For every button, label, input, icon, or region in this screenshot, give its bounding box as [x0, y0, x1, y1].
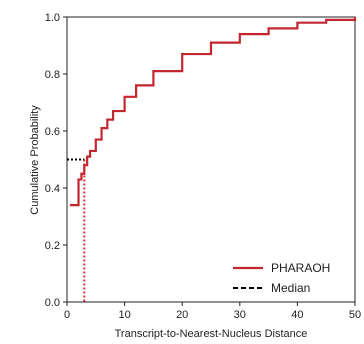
legend: PHARAOH Median — [233, 261, 330, 295]
x-axis-title: Transcript-to-Nearest-Nucleus Distance — [115, 328, 308, 340]
y-tick-label-1: 0.2 — [45, 240, 60, 252]
x-tick-label-2: 20 — [176, 309, 188, 321]
y-tick-label-3: 0.6 — [45, 126, 60, 138]
cdf-line-pharaoh — [69, 17, 357, 207]
x-tick-label-5: 50 — [349, 309, 361, 321]
legend-label-median: Median — [271, 281, 310, 295]
y-tick-label-0: 0.0 — [45, 297, 60, 309]
y-axis-title: Cumulative Probability — [29, 105, 41, 215]
x-axis-ticks: 0 10 20 30 40 50 — [64, 302, 361, 321]
x-tick-label-0: 0 — [64, 309, 70, 321]
legend-label-pharaoh: PHARAOH — [271, 261, 330, 275]
median-lines — [67, 158, 86, 302]
plot-frame — [66, 16, 356, 303]
plot-area — [66, 16, 357, 303]
x-tick-label-3: 30 — [234, 309, 246, 321]
y-axis-ticks: 0.0 0.2 0.4 0.6 0.8 1.0 — [45, 12, 67, 309]
x-tick-label-4: 40 — [291, 309, 303, 321]
x-tick-label-1: 10 — [118, 309, 130, 321]
y-tick-label-4: 0.8 — [45, 69, 60, 81]
y-tick-label-2: 0.4 — [45, 183, 60, 195]
y-tick-label-5: 1.0 — [45, 12, 60, 24]
